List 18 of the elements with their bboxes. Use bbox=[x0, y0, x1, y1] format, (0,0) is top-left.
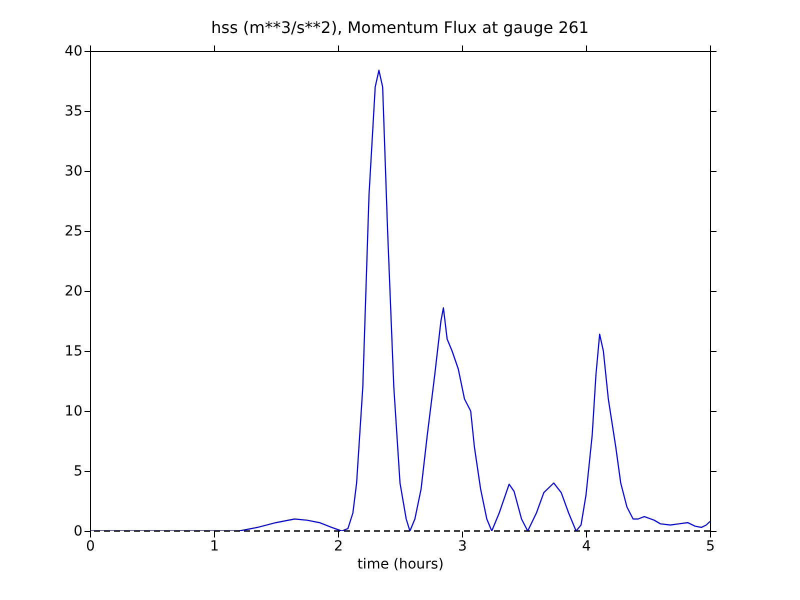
y-tick-label: 15 bbox=[64, 344, 82, 360]
y-tick-label: 30 bbox=[64, 164, 82, 180]
x-tick-label: 2 bbox=[334, 538, 343, 554]
x-tick-label: 3 bbox=[458, 538, 467, 554]
y-tick-label: 20 bbox=[64, 284, 82, 300]
y-tick-label: 40 bbox=[64, 44, 82, 60]
y-tick-label: 0 bbox=[74, 524, 82, 540]
x-axis-title: time (hours) bbox=[357, 556, 444, 572]
y-tick-label: 10 bbox=[64, 404, 82, 420]
y-tick-label: 25 bbox=[64, 224, 82, 240]
chart-title: hss (m**3/s**2), Momentum Flux at gauge 261 bbox=[211, 18, 589, 37]
x-tick-label: 5 bbox=[706, 538, 715, 554]
x-tick-label: 1 bbox=[210, 538, 219, 554]
x-tick-label: 0 bbox=[86, 538, 95, 554]
y-tick-label: 5 bbox=[74, 464, 82, 480]
y-tick-label: 35 bbox=[64, 104, 82, 120]
x-tick-label: 4 bbox=[582, 538, 592, 554]
line-series bbox=[90, 70, 710, 531]
